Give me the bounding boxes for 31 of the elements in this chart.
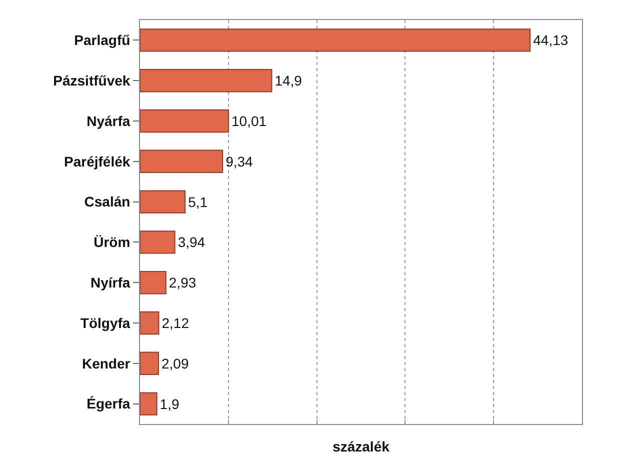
- data-label: 1,9: [160, 396, 180, 412]
- data-label: 2,12: [162, 315, 190, 331]
- data-label: 2,09: [161, 355, 189, 372]
- y-tick-label: Pázsitfűvek: [53, 72, 130, 88]
- bar: [140, 230, 176, 254]
- bar: [140, 311, 160, 335]
- bar: [140, 150, 224, 174]
- y-tick-label: Csalán: [84, 194, 130, 210]
- bar: [140, 190, 186, 214]
- bar: [140, 109, 229, 133]
- bar: [140, 352, 159, 376]
- bar: [140, 270, 166, 294]
- bar: [140, 28, 531, 52]
- data-label: 3,94: [178, 234, 206, 250]
- data-label: 2,93: [168, 274, 196, 291]
- y-tick-label: Égerfa: [86, 396, 130, 412]
- data-label: 9,34: [226, 153, 254, 170]
- y-tick-label: Tölgyfa: [80, 314, 130, 331]
- data-label: 14,9: [274, 72, 302, 89]
- x-axis-title: százalék: [332, 438, 390, 455]
- data-label: 10,01: [231, 113, 267, 129]
- bar: [140, 68, 272, 92]
- bar: [140, 392, 158, 416]
- y-tick-label: Nyírfa: [90, 274, 130, 290]
- y-tick-label: Kender: [82, 355, 131, 372]
- data-label: 44,13: [533, 32, 568, 48]
- y-tick-label: Nyárfa: [86, 112, 130, 129]
- y-tick-label: Üröm: [94, 234, 130, 250]
- y-tick-label: Paréjfélék: [64, 153, 130, 170]
- y-tick-label: Parlagfű: [74, 32, 130, 48]
- data-label: 5,1: [188, 194, 208, 210]
